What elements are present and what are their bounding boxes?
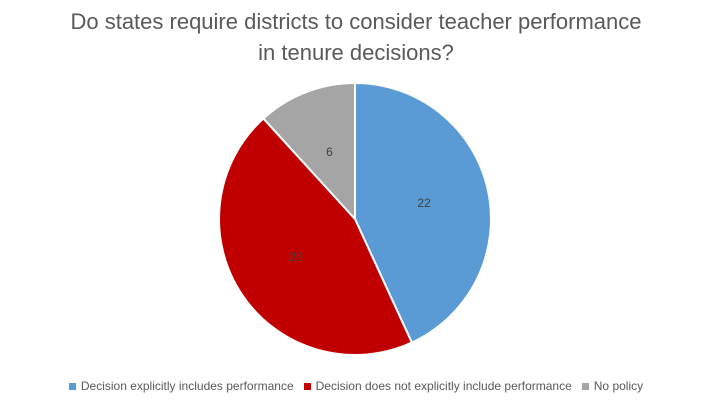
legend: Decision explicitly includes performance… <box>0 379 712 393</box>
legend-label-performance: Decision explicitly includes performance <box>80 379 294 393</box>
legend-swatch-performance <box>68 382 76 390</box>
chart-title-line-2: in tenure decisions? <box>258 40 454 65</box>
legend-item-no-performance: Decision does not explicitly include per… <box>303 379 572 393</box>
legend-label-no-performance: Decision does not explicitly include per… <box>315 379 572 393</box>
data-label-no-performance: 23 <box>289 250 303 264</box>
legend-label-no-policy: No policy <box>593 379 644 393</box>
legend-item-no-policy: No policy <box>581 379 644 393</box>
pie-slice-no-performance <box>218 117 414 356</box>
pie-slice-no-policy <box>261 81 356 222</box>
chart-title-line-1: Do states require districts to consider … <box>70 9 642 34</box>
legend-swatch-no-performance <box>303 382 311 390</box>
legend-swatch-no-policy <box>581 382 589 390</box>
chart-title: Do states require districts to consider … <box>0 6 712 68</box>
data-label-performance: 22 <box>417 196 431 210</box>
legend-item-performance: Decision explicitly includes performance <box>68 379 294 393</box>
data-label-no-policy: 6 <box>326 145 333 159</box>
pie-slice-performance <box>354 81 492 344</box>
